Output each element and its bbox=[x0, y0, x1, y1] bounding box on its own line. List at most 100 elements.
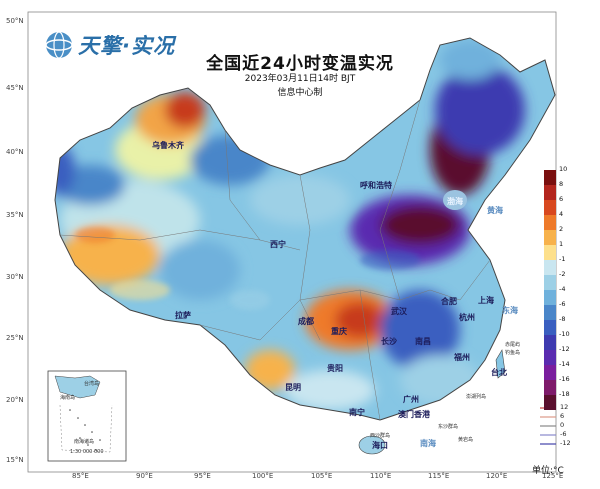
legend-swatch: 8 bbox=[544, 180, 563, 200]
place-nanning: 南宁 bbox=[349, 408, 365, 417]
inset-label: 台湾岛 bbox=[84, 381, 100, 387]
lat-label: 50°N bbox=[6, 17, 24, 25]
bohai-sea bbox=[443, 190, 467, 210]
nine-dash-line bbox=[59, 404, 113, 453]
place-guiyang: 贵阳 bbox=[327, 364, 343, 373]
lat-label: 30°N bbox=[6, 273, 24, 281]
lon-label: 110°E bbox=[370, 472, 392, 480]
timestamp: 2023年03月11日14时 BJT bbox=[244, 74, 356, 84]
legend-swatch: 2 bbox=[544, 225, 563, 245]
lat-label: 15°N bbox=[6, 456, 24, 464]
island-label: 澎湖列岛 bbox=[466, 394, 487, 400]
inset-islands-dots bbox=[69, 409, 101, 451]
isoline-item: 12 bbox=[560, 402, 571, 411]
legend-swatch: 4 bbox=[544, 210, 563, 230]
island-label: 西沙群岛 bbox=[370, 433, 391, 439]
place-fuzhou: 福州 bbox=[454, 353, 470, 362]
place-hangzhou: 杭州 bbox=[459, 313, 475, 322]
legend-label: 10 bbox=[559, 165, 568, 173]
place-haikou: 海口 bbox=[372, 441, 388, 450]
inset-scale: 1:30 000 000 bbox=[70, 449, 104, 455]
lon-label: 105°E bbox=[311, 472, 333, 480]
legend-label: -18 bbox=[559, 390, 570, 398]
map-frame bbox=[27, 11, 557, 473]
sea-donghai: 东海 bbox=[502, 306, 518, 315]
legend-label: 2 bbox=[559, 225, 564, 233]
island-label: 黄岩岛 bbox=[458, 437, 474, 443]
place-hefei: 合肥 bbox=[441, 297, 457, 306]
legend-swatch: -4 bbox=[544, 285, 565, 305]
legend-swatch: -6 bbox=[544, 300, 565, 320]
place-guangzhou: 广州 bbox=[403, 395, 419, 404]
legend-swatch: -16 bbox=[544, 375, 570, 395]
place-lhasa: 拉萨 bbox=[175, 311, 191, 320]
lat-label: 45°N bbox=[6, 84, 24, 92]
isoline-item: -12 bbox=[560, 438, 571, 447]
province-borders bbox=[59, 99, 491, 421]
unit-label: 单位:°C bbox=[532, 466, 564, 476]
island-label: 赤尾屿 bbox=[505, 342, 521, 348]
isoline-label: -6 bbox=[560, 429, 567, 438]
island-label: 钓鱼岛 bbox=[505, 350, 521, 356]
legend-swatch: -18 bbox=[544, 390, 570, 410]
lon-label: 120°E bbox=[486, 472, 508, 480]
legend-swatch: -1 bbox=[544, 255, 565, 275]
place-chongqing: 重庆 bbox=[331, 327, 347, 336]
lon-label: 85°E bbox=[72, 472, 89, 480]
legend-label: 6 bbox=[559, 195, 564, 203]
legend-swatch: 1 bbox=[544, 240, 563, 260]
lat-label: 35°N bbox=[6, 211, 24, 219]
isoline-label: 0 bbox=[560, 420, 565, 429]
place-wuhan: 武汉 bbox=[391, 307, 407, 316]
lon-label: 125°E bbox=[542, 472, 564, 480]
legend-label: -12 bbox=[559, 345, 570, 353]
country-border bbox=[54, 37, 556, 421]
isoline-item: -6 bbox=[560, 429, 571, 438]
hainan-island bbox=[358, 435, 386, 455]
place-xining: 西宁 bbox=[270, 240, 286, 249]
sea-huanghai: 黄海 bbox=[487, 206, 503, 215]
legend-label: -16 bbox=[559, 375, 570, 383]
legend-label: 4 bbox=[559, 210, 564, 218]
brand-logo: 天擎·实况 bbox=[44, 28, 194, 62]
legend-swatch: -2 bbox=[544, 270, 565, 290]
legend-label: -1 bbox=[559, 255, 566, 263]
lon-label: 95°E bbox=[194, 472, 211, 480]
legend-label: -4 bbox=[559, 285, 566, 293]
lon-label: 115°E bbox=[428, 472, 450, 480]
lat-label: 20°N bbox=[6, 396, 24, 404]
source-label: 信息中心制 bbox=[277, 88, 323, 98]
legend-label: 8 bbox=[559, 180, 564, 188]
place-nanchang: 南昌 bbox=[415, 337, 431, 346]
lon-label: 100°E bbox=[252, 472, 274, 480]
isoline-label: -12 bbox=[560, 438, 571, 447]
sea-nanhai: 南海 bbox=[420, 439, 436, 448]
inset-label: 海南岛 bbox=[60, 395, 76, 401]
legend-label: -14 bbox=[559, 360, 570, 368]
isoline-item: 0 bbox=[560, 420, 571, 429]
isoline-label: 12 bbox=[560, 402, 569, 411]
place-taipei: 台北 bbox=[491, 368, 507, 377]
island-label: 东沙群岛 bbox=[438, 424, 459, 430]
legend-label: -2 bbox=[559, 270, 566, 278]
legend-swatch: 6 bbox=[544, 195, 563, 215]
isoline-legend: 12 6 0 -6 -12 bbox=[540, 402, 571, 447]
lat-label: 40°N bbox=[6, 148, 24, 156]
legend-label: -6 bbox=[559, 300, 566, 308]
place-aomen-hk: 澳门香港 bbox=[398, 410, 430, 419]
isoline-item: 6 bbox=[560, 411, 571, 420]
inset-label: 南海诸岛 bbox=[74, 439, 95, 445]
legend-label: 1 bbox=[559, 240, 564, 248]
legend-swatch: 10 bbox=[544, 165, 567, 185]
color-legend: 10 8 6 4 2 1 -1 -2 -4 -6 -8 -10 -12 -14 … bbox=[544, 165, 570, 410]
place-shanghai: 上海 bbox=[478, 296, 494, 305]
place-hohhot: 呼和浩特 bbox=[360, 181, 392, 190]
place-chengdu: 成都 bbox=[298, 317, 314, 326]
brand-name: 天擎·实况 bbox=[78, 34, 175, 58]
isoline-label: 6 bbox=[560, 411, 565, 420]
place-changsha: 长沙 bbox=[381, 337, 397, 346]
legend-label: -10 bbox=[559, 330, 570, 338]
sea-bohai: 渤海 bbox=[447, 197, 463, 206]
legend-swatch: -8 bbox=[544, 315, 565, 335]
